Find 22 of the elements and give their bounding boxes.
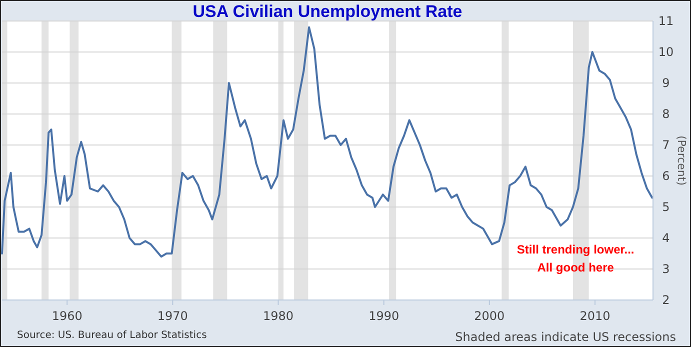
x-tick-label: 1990: [368, 309, 400, 323]
x-tick-label: 2000: [474, 309, 505, 323]
line-series: [1, 26, 654, 258]
y-tick-label: 4: [662, 231, 670, 245]
x-tick-label: 1980: [262, 309, 294, 323]
source-note: Source: US. Bureau of Labor Statistics: [17, 330, 207, 341]
y-tick-label: 5: [662, 200, 670, 214]
y-tick-label: 11: [658, 14, 674, 28]
y-tick-label: 8: [662, 107, 670, 121]
x-tick-label: 2010: [580, 309, 610, 323]
y-tick-label: 9: [662, 76, 670, 90]
y-tick-label: 2: [662, 293, 670, 307]
y-tick-label: 3: [662, 262, 670, 276]
y-tick-label: 6: [662, 169, 670, 183]
annotation: Still trending lower... All good here: [516, 242, 634, 274]
text: Shaded areas indicate US recessions: [455, 330, 676, 344]
y-tick-label: 10: [658, 45, 674, 59]
y-tick-label: 7: [662, 138, 670, 152]
chart-title: USA Civilian Unemployment Rate: [192, 2, 462, 21]
x-tick-label: 1960: [52, 309, 82, 323]
x-tick-label: 1970: [157, 309, 188, 323]
y-axis-title: (Percent): [675, 136, 688, 186]
